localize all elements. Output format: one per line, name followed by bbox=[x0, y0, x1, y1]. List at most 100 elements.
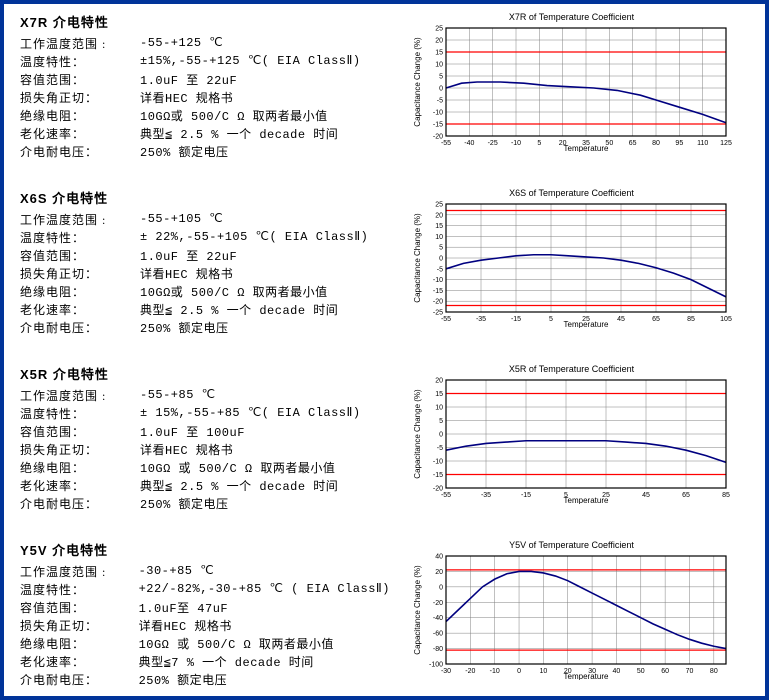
table-row: 绝缘电阻：10GΩ或 500/C Ω 取两者最小值 bbox=[20, 106, 361, 124]
svg-text:-15: -15 bbox=[520, 492, 530, 499]
svg-text:60: 60 bbox=[661, 668, 669, 675]
table-row: 老化速率：典型≦ 2.5 % 一个 decade 时间 bbox=[20, 300, 368, 318]
svg-text:Capacitance Change (%): Capacitance Change (%) bbox=[413, 37, 422, 127]
prop-value: ± 15%,-55-+85 ℃( EIA ClassⅡ) bbox=[140, 404, 361, 422]
table-row: 损失角正切：详看HEC 规格书 bbox=[20, 440, 361, 458]
svg-text:-55: -55 bbox=[440, 492, 450, 499]
table-row: 介电耐电压：250% 额定电压 bbox=[20, 670, 390, 688]
svg-text:25: 25 bbox=[435, 202, 443, 209]
prop-value: 1.0uF 至 22uF bbox=[140, 246, 368, 264]
prop-value: ±15%,-55-+125 ℃( EIA ClassⅡ) bbox=[140, 52, 361, 70]
section-title: X5R 介电特性 bbox=[20, 364, 390, 383]
svg-text:5: 5 bbox=[439, 245, 443, 252]
prop-value: 250% 额定电压 bbox=[140, 494, 361, 512]
prop-label: 绝缘电阻： bbox=[20, 458, 140, 476]
table-row: 损失角正切：详看HEC 规格书 bbox=[20, 88, 361, 106]
svg-text:85: 85 bbox=[722, 492, 730, 499]
table-row: 绝缘电阻：10GΩ 或 500/C Ω 取两者最小值 bbox=[20, 458, 361, 476]
svg-text:65: 65 bbox=[682, 492, 690, 499]
svg-text:-15: -15 bbox=[510, 316, 520, 323]
svg-text:-35: -35 bbox=[475, 316, 485, 323]
prop-value: 10GΩ 或 500/C Ω 取两者最小值 bbox=[139, 634, 390, 652]
table-row: 介电耐电压：250% 额定电压 bbox=[20, 142, 361, 160]
prop-label: 工作温度范围 : bbox=[20, 562, 139, 580]
svg-text:20: 20 bbox=[435, 569, 443, 576]
prop-label: 老化速率： bbox=[20, 124, 140, 142]
svg-text:Temperature: Temperature bbox=[563, 320, 608, 328]
svg-text:10: 10 bbox=[435, 234, 443, 241]
table-row: 介电耐电压：250% 额定电压 bbox=[20, 494, 361, 512]
svg-text:-20: -20 bbox=[432, 299, 442, 306]
prop-value: 10GΩ 或 500/C Ω 取两者最小值 bbox=[140, 458, 361, 476]
prop-label: 介电耐电压： bbox=[20, 494, 140, 512]
svg-text:70: 70 bbox=[685, 668, 693, 675]
table-row: 损失角正切：详看HEC 规格书 bbox=[20, 264, 368, 282]
svg-text:25: 25 bbox=[435, 26, 443, 33]
svg-text:-55: -55 bbox=[440, 316, 450, 323]
svg-text:-5: -5 bbox=[436, 266, 442, 273]
svg-text:-10: -10 bbox=[432, 110, 442, 117]
svg-text:Capacitance Change (%): Capacitance Change (%) bbox=[413, 213, 422, 303]
chart-plot: -30-20-1001020304050607080-100-80-60-40-… bbox=[412, 552, 732, 685]
svg-text:40: 40 bbox=[435, 554, 443, 561]
svg-text:-15: -15 bbox=[432, 288, 442, 295]
prop-value: 典型≦ 2.5 % 一个 decade 时间 bbox=[140, 476, 361, 494]
svg-text:Capacitance Change (%): Capacitance Change (%) bbox=[413, 389, 422, 479]
svg-text:15: 15 bbox=[435, 391, 443, 398]
svg-text:-10: -10 bbox=[432, 459, 442, 466]
svg-text:20: 20 bbox=[435, 212, 443, 219]
svg-text:0: 0 bbox=[439, 256, 443, 263]
section-title: X6S 介电特性 bbox=[20, 188, 390, 207]
section-y5v: Y5V 介电特性工作温度范围 :-30-+85 ℃温度特性：+22/-82%,-… bbox=[20, 540, 753, 688]
prop-label: 介电耐电压： bbox=[20, 670, 139, 688]
svg-text:5: 5 bbox=[439, 418, 443, 425]
prop-label: 老化速率： bbox=[20, 652, 139, 670]
text-col: X7R 介电特性工作温度范围 :-55-+125 ℃温度特性：±15%,-55-… bbox=[20, 12, 390, 160]
svg-text:0: 0 bbox=[439, 86, 443, 93]
svg-text:5: 5 bbox=[439, 74, 443, 81]
svg-text:-100: -100 bbox=[428, 662, 442, 669]
prop-label: 绝缘电阻： bbox=[20, 282, 140, 300]
svg-text:-15: -15 bbox=[432, 472, 442, 479]
table-row: 温度特性：± 22%,-55-+105 ℃( EIA ClassⅡ) bbox=[20, 228, 368, 246]
svg-text:-5: -5 bbox=[436, 98, 442, 105]
prop-value: 250% 额定电压 bbox=[140, 142, 361, 160]
svg-text:65: 65 bbox=[628, 140, 636, 147]
chart-x5r: X5R of Temperature Coefficient-55-35-155… bbox=[412, 364, 732, 509]
table-row: 介电耐电压：250% 额定电压 bbox=[20, 318, 368, 336]
chart-col: X6S of Temperature Coefficient-55-35-155… bbox=[390, 188, 753, 333]
prop-value: -55-+105 ℃ bbox=[140, 210, 368, 228]
text-col: Y5V 介电特性工作温度范围 :-30-+85 ℃温度特性：+22/-82%,-… bbox=[20, 540, 390, 688]
prop-label: 温度特性： bbox=[20, 580, 139, 598]
svg-text:-10: -10 bbox=[489, 668, 499, 675]
prop-value: 10GΩ或 500/C Ω 取两者最小值 bbox=[140, 282, 368, 300]
prop-label: 介电耐电压： bbox=[20, 318, 140, 336]
prop-value: 典型≦ 2.5 % 一个 decade 时间 bbox=[140, 300, 368, 318]
prop-label: 绝缘电阻： bbox=[20, 634, 139, 652]
svg-text:-20: -20 bbox=[465, 668, 475, 675]
svg-text:20: 20 bbox=[435, 378, 443, 385]
table-row: 绝缘电阻：10GΩ 或 500/C Ω 取两者最小值 bbox=[20, 634, 390, 652]
svg-text:0: 0 bbox=[439, 432, 443, 439]
prop-label: 损失角正切： bbox=[20, 440, 140, 458]
table-row: 工作温度范围 :-55-+125 ℃ bbox=[20, 34, 361, 52]
chart-x7r: X7R of Temperature Coefficient-55-40-25-… bbox=[412, 12, 732, 157]
prop-value: 1.0uF 至 22uF bbox=[140, 70, 361, 88]
chart-title: X7R of Temperature Coefficient bbox=[412, 12, 732, 22]
svg-text:-20: -20 bbox=[432, 134, 442, 141]
prop-label: 损失角正切： bbox=[20, 616, 139, 634]
chart-col: X7R of Temperature Coefficient-55-40-25-… bbox=[390, 12, 753, 157]
prop-label: 损失角正切： bbox=[20, 88, 140, 106]
prop-label: 老化速率： bbox=[20, 300, 140, 318]
prop-label: 容值范围： bbox=[20, 246, 140, 264]
svg-text:-20: -20 bbox=[432, 486, 442, 493]
prop-value: 250% 额定电压 bbox=[139, 670, 390, 688]
svg-text:105: 105 bbox=[720, 316, 732, 323]
svg-text:10: 10 bbox=[539, 668, 547, 675]
svg-text:-60: -60 bbox=[432, 631, 442, 638]
chart-plot: -55-35-15525456585105-25-20-15-10-505101… bbox=[412, 200, 732, 333]
svg-text:45: 45 bbox=[617, 316, 625, 323]
svg-text:Temperature: Temperature bbox=[563, 672, 608, 680]
svg-text:Capacitance Change (%): Capacitance Change (%) bbox=[413, 565, 422, 655]
prop-label: 温度特性： bbox=[20, 52, 140, 70]
